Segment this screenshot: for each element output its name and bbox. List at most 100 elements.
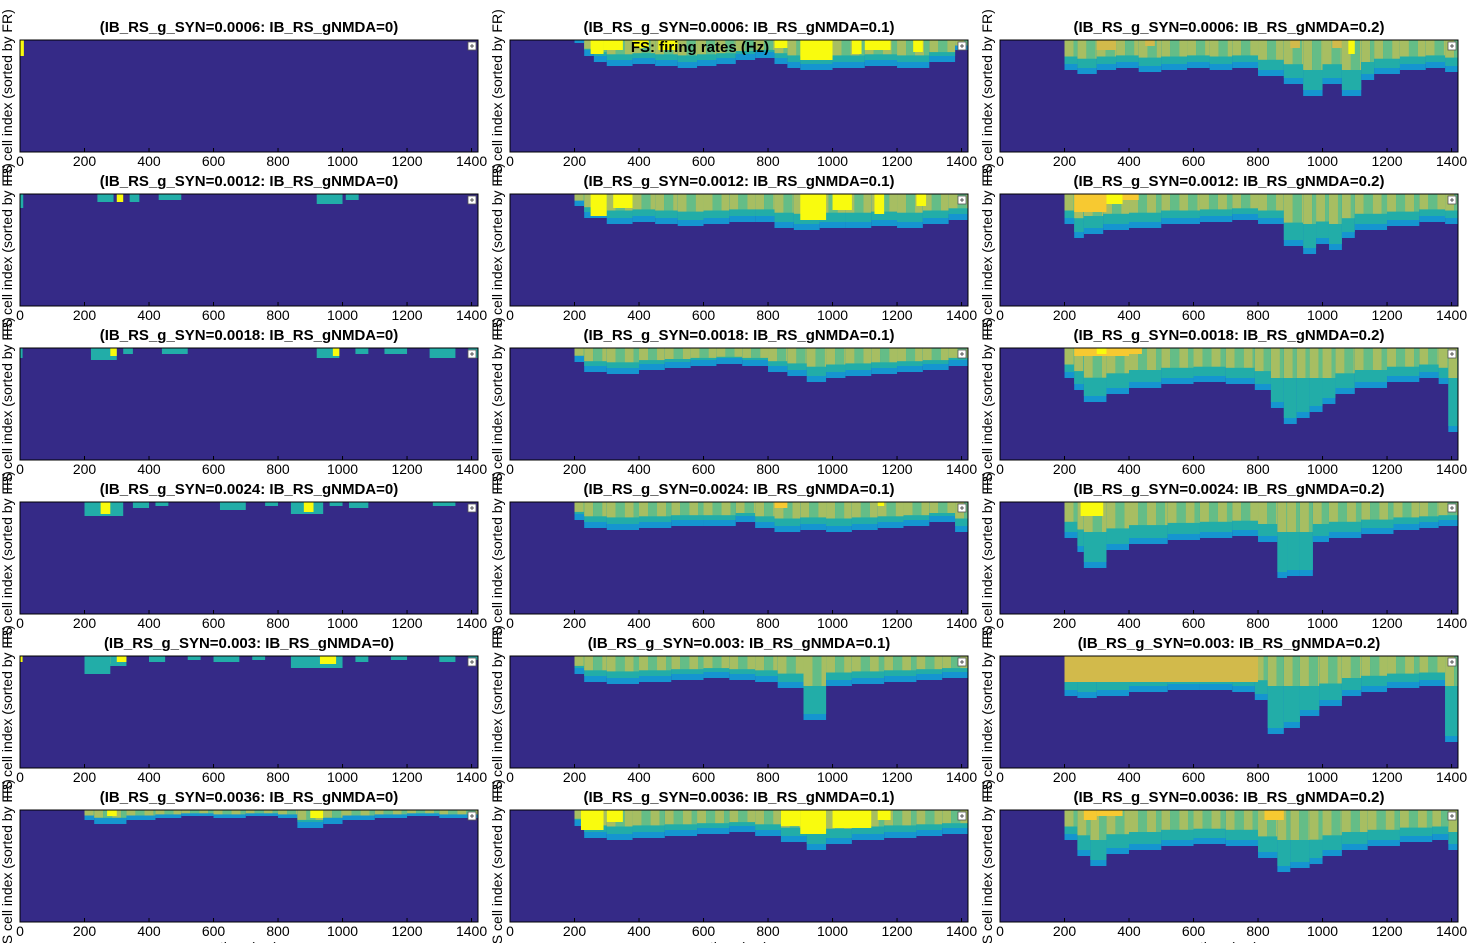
x-tick-label: 600 [202,923,226,939]
heatmap-cell-stripe [1276,194,1284,211]
x-tick-label: 200 [563,615,587,631]
panel-title: (IB_RS_g_SYN=0.0012: IB_RS_gNMDA=0) [100,173,398,190]
heatmap-cell-stripe [1199,194,1209,210]
heatmap-highlight [1290,40,1300,48]
panel-expand-button[interactable] [467,811,477,821]
heatmap-highlight [213,656,240,662]
panel-expand-button[interactable] [467,195,477,205]
heatmap-highlight [658,40,678,50]
x-tick-label: 1400 [1436,615,1467,631]
panel-expand-button[interactable] [957,811,967,821]
x-tick-label: 0 [506,769,514,785]
panel-expand-button[interactable] [467,349,477,359]
heatmap-cell-stripe [966,348,968,358]
heatmap-background [20,348,478,460]
heatmap-cell-stripe [948,194,958,209]
panel-title: (IB_RS_g_SYN=0.0024: IB_RS_gNMDA=0) [100,481,398,498]
x-tick-label: 600 [692,307,716,323]
heatmap-cell-stripe [1370,40,1375,62]
heatmap-cell-stripe [947,502,956,513]
heatmap-cell-stripe [1316,194,1326,222]
heatmap-cell-stripe [787,40,797,56]
heatmap-cell-stripe [738,194,748,210]
heatmap-cell-stripe [1161,40,1171,57]
x-tick-label: 200 [73,461,97,477]
x-tick-label: 400 [1117,923,1141,939]
heatmap-cell-stripe [1277,502,1287,532]
heatmap-cell-stripe [425,810,435,814]
axes-frame [999,655,1459,769]
x-tick-label: 800 [1246,153,1270,169]
panel-expand-button[interactable] [957,503,967,513]
heatmap-cell-stripe [1211,810,1221,829]
heatmap-cell-stripe [1394,810,1400,830]
heatmap-cell-stripe [1454,656,1458,686]
axes-frame [19,193,479,307]
heatmap-panel-1: (IB_RS_g_SYN=0.0006: IB_RS_gNMDA=0) 0 200 4… [0,9,487,183]
panel-expand-button[interactable] [1447,195,1457,205]
heatmap-cell-stripe [1147,810,1157,832]
heatmap-highlight [155,502,169,506]
heatmap-cell-stripe [871,348,881,363]
heatmap-cell-stripe [1287,502,1297,532]
heatmap-cell-stripe [1083,348,1084,372]
heatmap-cell-stripe [1286,502,1288,532]
x-tick-label: 800 [266,153,290,169]
heatmap-cell-stripe [1414,348,1420,367]
heatmap-cell-stripe [753,502,756,513]
panel-expand-button[interactable] [957,41,967,51]
heatmap-cell-stripe [1243,810,1253,830]
heatmap-cell-stripe [671,502,681,516]
heatmap-cell-stripe [1414,656,1420,674]
heatmap-cell-stripe [1359,656,1362,678]
heatmap-highlight [632,40,649,48]
heatmap-highlight [384,348,408,354]
heatmap-cell-stripe [1254,348,1264,372]
heatmap-cell-stripe [1340,810,1342,836]
heatmap-panel-10: (IB_RS_g_SYN=0.0024: IB_RS_gNMDA=0) 0 200 4… [0,471,487,645]
panel-expand-button[interactable] [1447,503,1457,513]
panel-expand-button[interactable] [957,195,967,205]
heatmap-cell-stripe [439,810,449,815]
heatmap-cell-stripe [1276,656,1284,686]
panel-title: (IB_RS_g_SYN=0.0012: IB_RS_gNMDA=0.1) [584,173,895,190]
panel-expand-button[interactable] [1447,41,1457,51]
heatmap-cell-stripe [924,40,930,56]
heatmap-highlight [832,194,852,210]
heatmap-cell-stripe [1083,348,1093,378]
heatmap-cell-stripe [1074,348,1084,372]
heatmap-cell-stripe [1276,40,1284,60]
heatmap-cell-stripe [725,40,735,54]
panel-expand-button[interactable] [1447,349,1457,359]
heatmap-cell-stripe [796,40,801,56]
heatmap-highlight [780,810,801,826]
heatmap-cell-stripe [1437,194,1446,210]
panel-expand-button[interactable] [957,349,967,359]
x-tick-label: 1000 [817,307,848,323]
panel-expand-button[interactable] [467,503,477,513]
heatmap-cell-stripe [1346,502,1356,522]
heatmap-cell-stripe [826,348,836,365]
panel-expand-button[interactable] [467,657,477,667]
panel-expand-button[interactable] [467,41,477,51]
heatmap-cell-stripe [1292,40,1302,65]
panel-expand-button[interactable] [957,657,967,667]
heatmap-cell-stripe [1396,348,1406,367]
heatmap-cell-stripe [902,656,912,671]
x-tick-label: 1000 [1307,923,1338,939]
x-tick-label: 600 [1182,461,1206,477]
heatmap-highlight [580,810,604,830]
heatmap-cell-stripe [1185,502,1195,523]
heatmap-cell-stripe [1363,348,1373,370]
x-tick-label: 0 [16,615,24,631]
heatmap-cell-stripe [240,810,246,815]
heatmap-cell-stripe [1419,348,1429,365]
heatmap-cell-stripe [1299,810,1309,840]
panel-expand-button[interactable] [1447,657,1457,667]
heatmap-cell-stripe [729,656,739,670]
heatmap-highlight [316,348,340,358]
x-tick-label: 0 [996,769,1004,785]
panel-expand-button[interactable] [1447,811,1457,821]
heatmap-cell-stripe [1232,40,1242,56]
x-tick-label: 400 [137,307,161,323]
